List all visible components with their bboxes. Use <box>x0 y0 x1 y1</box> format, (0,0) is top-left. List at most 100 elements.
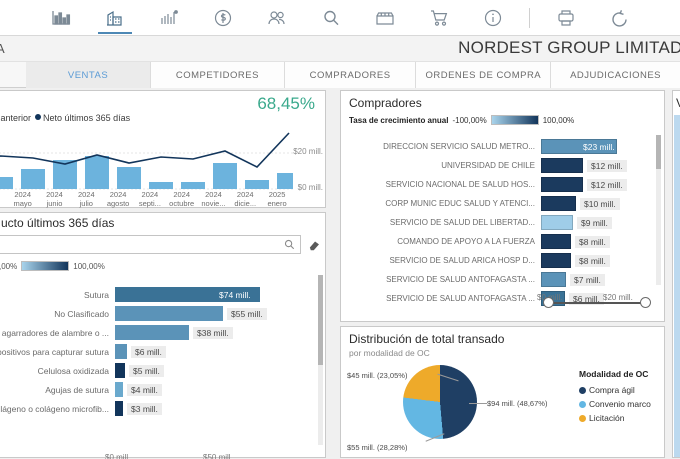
bar-fill <box>115 344 127 359</box>
dollar-circle-icon[interactable] <box>196 0 250 36</box>
table-row[interactable]: SERVICIO DE SALUD ANTOFAGASTA ... $7 mil… <box>341 270 651 289</box>
legend-net-365: Neto últimos 365 días <box>43 113 131 123</box>
legend-label: Compra ágil <box>589 385 635 395</box>
table-row[interactable]: colágeno o colágeno microfib... $3 mill. <box>0 399 315 418</box>
legend-label: Convenio marco <box>589 399 651 409</box>
bar-chart-icon[interactable] <box>34 0 88 36</box>
month-label: 2024 abril <box>0 190 7 208</box>
bar-label: colágeno o colágeno microfib... <box>0 403 109 414</box>
page-title: NORDEST GROUP LIMITADA <box>458 38 680 57</box>
right-cutoff-panel: V <box>672 90 680 458</box>
slider-knob-max[interactable] <box>640 297 651 308</box>
gradient-bar <box>21 261 70 271</box>
tab-compradores[interactable]: COMPRADORES <box>284 62 417 88</box>
bar-fill <box>115 306 223 321</box>
month-label: 2024 mayo <box>13 190 32 208</box>
pie-legend: Modalidad de OC Compra ágil Convenio mar… <box>579 369 651 425</box>
bar-value: $12 mill. <box>587 178 627 191</box>
store-icon[interactable] <box>358 0 412 36</box>
legend-item[interactable]: Licitación <box>579 411 651 425</box>
bar-label: Sutura <box>83 289 109 300</box>
amount-range-slider[interactable] <box>543 297 651 309</box>
table-row[interactable]: o agarradores de alambre o ... $38 mill. <box>0 323 315 342</box>
compradores-panel: Compradores Tasa de crecimiento anual -1… <box>340 90 665 322</box>
table-row[interactable]: ispositivos para capturar sutura $6 mill… <box>0 342 315 361</box>
main-toolbar <box>0 0 680 36</box>
month-label: 2024 novie... <box>201 190 226 208</box>
refresh-icon[interactable] <box>593 0 647 36</box>
month-label: 2024 julio <box>77 190 95 208</box>
net-trend-line <box>0 132 290 168</box>
buyer-label: SERVICIO DE SALUD ANTOFAGASTA ... <box>386 275 535 284</box>
table-row[interactable]: CORP MUNIC EDUC SALUD Y ATENCI... $10 mi… <box>341 194 651 213</box>
slider-knob-min[interactable] <box>543 297 554 308</box>
producto-search-row <box>0 233 327 255</box>
pie-panel-subtitle: por modalidad de OC <box>349 348 430 358</box>
buyer-label: UNIVERSIDAD DE CHILE <box>441 161 535 170</box>
legend-item[interactable]: Convenio marco <box>579 397 651 411</box>
table-row[interactable]: SERVICIO DE SALUD ARICA HOSP D... $8 mil… <box>341 251 651 270</box>
ventas-svg <box>0 132 293 190</box>
compradores-bar-list: DIRECCION SERVICIO SALUD METRO... $23 mi… <box>341 137 651 308</box>
compradores-gradient-legend: Tasa de crecimiento anual -100,00% 100,0… <box>349 115 574 125</box>
legend-item[interactable]: Compra ágil <box>579 383 651 397</box>
x-tick-20: $20 mill. <box>603 293 633 302</box>
bar-fill <box>115 401 123 416</box>
bar-value: $10 mill. <box>580 197 620 210</box>
bar-label: o agarradores de alambre o ... <box>0 327 109 338</box>
pie-label-compra-agil: $94 mill. (48,67%) <box>487 399 548 408</box>
clear-filter-icon[interactable] <box>301 238 327 251</box>
pie-chart[interactable] <box>403 365 477 439</box>
trend-chart-icon[interactable] <box>142 0 196 36</box>
tab-adjudicaciones[interactable]: ADJUDICACIONES <box>551 62 680 88</box>
bar-label: Agujas de sutura <box>45 384 109 395</box>
legend-dot-icon <box>579 400 586 408</box>
search-icon[interactable] <box>304 0 358 36</box>
search-box[interactable] <box>0 234 301 254</box>
bar-label: ispositivos para capturar sutura <box>0 346 109 357</box>
monthly-bars <box>0 156 293 189</box>
bar-value: $12 mill. <box>587 159 627 172</box>
table-row[interactable]: SERVICIO DE SALUD DEL LIBERTAD... $9 mil… <box>341 213 651 232</box>
table-row[interactable]: UNIVERSIDAD DE CHILE $12 mill. <box>341 156 651 175</box>
building-icon[interactable] <box>88 0 142 36</box>
table-row[interactable]: Celulosa oxidizada $5 mill. <box>0 361 315 380</box>
producto-scrollbar[interactable] <box>318 275 323 445</box>
x-tick-50: $50 mill. <box>203 453 233 459</box>
slider-track <box>549 302 645 304</box>
table-row[interactable]: DIRECCION SERVICIO SALUD METRO... $23 mi… <box>341 137 651 156</box>
tab-ventas[interactable]: VENTAS <box>26 62 152 88</box>
gradient-max: 100,00% <box>73 261 105 271</box>
search-input[interactable] <box>0 239 284 249</box>
tab-ordenes-de-compra[interactable]: ORDENES DE COMPRA <box>416 62 552 88</box>
users-icon[interactable] <box>250 0 304 36</box>
legend-prev-year: año anterior <box>0 113 32 123</box>
producto-panel-title: ucto últimos 365 días <box>1 216 115 230</box>
bar-value: $74 mill. <box>219 289 251 300</box>
bar-value: $55 mill. <box>227 307 267 320</box>
month-axis-labels: 2024 abril 2024 mayo 2024 junio 2024 jul… <box>0 190 293 208</box>
search-icon[interactable] <box>284 239 295 250</box>
bar-value: $7 mill. <box>570 273 605 286</box>
bar-value: $8 mill. <box>575 235 610 248</box>
table-row[interactable]: No Clasificado $55 mill. <box>0 304 315 323</box>
gradient-min: -100,00% <box>0 261 18 271</box>
tab-competidores[interactable]: COMPETIDORES <box>151 62 285 88</box>
cart-icon[interactable] <box>412 0 466 36</box>
bar-label: Celulosa oxidizada <box>37 365 109 376</box>
y-label-20: $20 mill. <box>293 147 323 156</box>
bar-fill <box>115 382 123 397</box>
ventas-plot-area: $20 mill. $0 mill. 2024 abril 2024 mayo … <box>0 131 327 209</box>
pie-label-licitacion: $45 mill. (23,05%) <box>347 371 408 380</box>
buyer-label: DIRECCION SERVICIO SALUD METRO... <box>383 142 535 151</box>
info-circle-icon[interactable] <box>466 0 520 36</box>
table-row[interactable]: Agujas de sutura $4 mill. <box>0 380 315 399</box>
printer-icon[interactable] <box>539 0 593 36</box>
table-row[interactable]: Sutura $74 mill. <box>0 285 315 304</box>
month-label: 2024 octubre <box>169 190 195 208</box>
buyer-label: SERVICIO DE SALUD ANTOFAGASTA ... <box>386 294 535 303</box>
compradores-scrollbar[interactable] <box>656 135 661 285</box>
table-row[interactable]: SERVICIO NACIONAL DE SALUD HOS... $12 mi… <box>341 175 651 194</box>
buyer-label: CORP MUNIC EDUC SALUD Y ATENCI... <box>385 199 535 208</box>
table-row[interactable]: COMANDO DE APOYO A LA FUERZA $8 mill. <box>341 232 651 251</box>
